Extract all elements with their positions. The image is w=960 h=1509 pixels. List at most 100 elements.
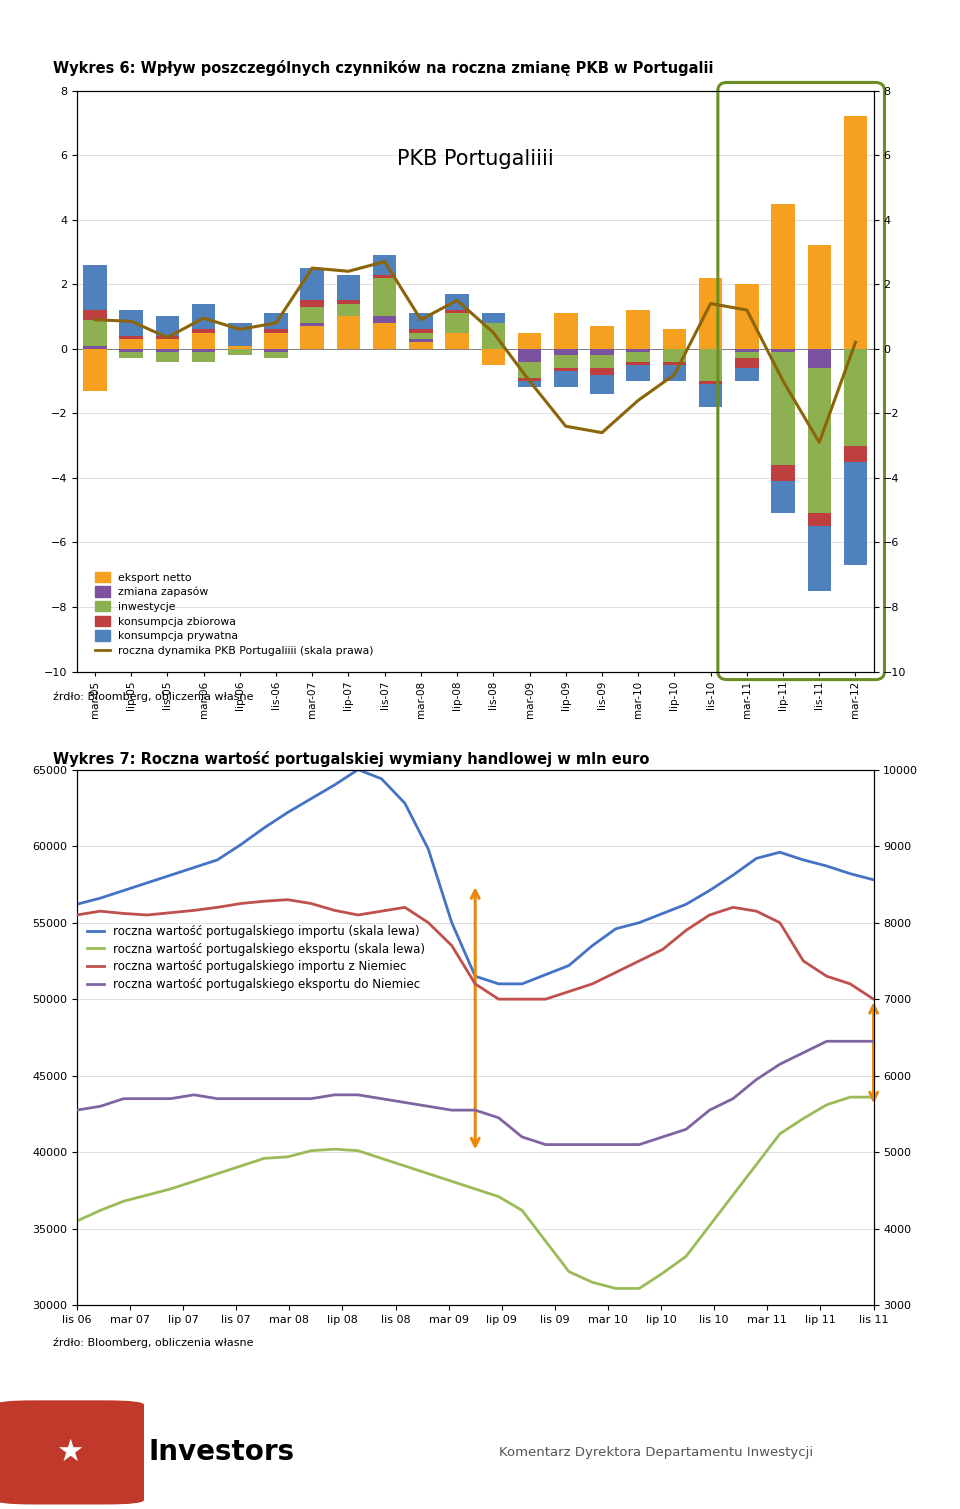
Bar [119,349,143,352]
Bar [590,368,613,374]
Bar [264,329,288,332]
Bar [300,306,324,323]
Bar [771,481,795,513]
Bar [119,340,143,349]
Bar [445,294,468,309]
Bar [735,352,758,359]
Bar [264,349,288,352]
FancyBboxPatch shape [0,1400,144,1504]
Legend: eksport netto, zmiana zapasów, inwestycje, konsumpcja zbiorowa, konsumpcja prywa: eksport netto, zmiana zapasów, inwestycj… [90,567,378,661]
Bar [300,323,324,326]
Bar [300,326,324,349]
Bar [372,275,396,278]
Bar [554,349,578,355]
Bar [228,346,252,349]
Bar [771,204,795,349]
Bar [517,362,541,377]
Bar [844,116,867,349]
Bar [554,314,578,349]
Bar [517,377,541,382]
Bar [517,349,541,362]
Bar [84,349,107,391]
Bar [844,349,867,445]
Bar [482,349,505,365]
Text: Wykres 6: Wpływ poszczególnych czynników na roczna zmianę PKB w Portugalii: Wykres 6: Wpływ poszczególnych czynników… [53,60,713,77]
Bar [264,352,288,359]
Bar [119,337,143,340]
Bar [554,371,578,388]
Bar [409,329,433,332]
Bar [590,374,613,394]
Bar [554,368,578,371]
Bar [590,355,613,368]
Bar [84,309,107,320]
Bar [192,352,215,362]
Bar [627,309,650,349]
Bar [699,278,722,349]
Bar [156,337,180,340]
Text: źrdło: Bloomberg, obliczenia własne: źrdło: Bloomberg, obliczenia własne [53,691,253,702]
Bar [554,355,578,368]
Bar [844,445,867,462]
Bar [372,278,396,317]
Legend: roczna wartość portugalskiego importu (skala lewa), roczna wartość portugalskieg: roczna wartość portugalskiego importu (s… [83,920,430,996]
Text: ★: ★ [57,1438,84,1467]
Bar [662,329,686,349]
Bar [445,309,468,314]
Bar [807,513,831,527]
Bar [590,349,613,355]
Bar [119,352,143,359]
Bar [517,382,541,388]
Bar [192,349,215,352]
Bar [445,332,468,349]
Bar [192,329,215,332]
Bar [156,349,180,352]
Bar [409,314,433,329]
Bar [627,365,650,380]
Bar [482,323,505,349]
Bar [735,368,758,380]
Bar [662,365,686,380]
Bar [627,349,650,352]
Bar [699,382,722,385]
Bar [771,349,795,352]
Bar [699,385,722,407]
Bar [156,317,180,337]
Bar [84,320,107,346]
Bar [300,300,324,306]
Bar [662,362,686,365]
Bar [409,340,433,343]
Bar [84,266,107,309]
Bar [337,317,360,349]
Bar [156,352,180,362]
Bar [372,255,396,275]
Bar [771,352,795,465]
Bar [264,332,288,349]
Text: Komentarz Dyrektora Departamentu Inwestycji: Komentarz Dyrektora Departamentu Inwesty… [499,1446,813,1459]
Bar [590,326,613,349]
Bar [409,332,433,340]
Bar [807,349,831,368]
Bar [807,246,831,349]
Bar [482,314,505,323]
Text: Investors: Investors [149,1438,295,1467]
Bar [119,309,143,337]
Bar [228,349,252,355]
Bar [372,317,396,323]
Text: Wykres 7: Roczna wartość portugalskiej wymiany handlowej w mln euro: Wykres 7: Roczna wartość portugalskiej w… [53,751,649,768]
Bar [372,323,396,349]
Bar [409,343,433,349]
Bar [337,275,360,300]
Bar [699,349,722,382]
Text: PKB Portugaliiii: PKB Portugaliiii [396,149,554,169]
Bar [844,462,867,564]
Bar [84,346,107,349]
Text: źrdło: Bloomberg, obliczenia własne: źrdło: Bloomberg, obliczenia własne [53,1337,253,1348]
Bar [627,362,650,365]
Bar [445,314,468,332]
Bar [807,527,831,592]
Bar [771,465,795,481]
Bar [807,368,831,513]
Bar [192,332,215,349]
Bar [627,352,650,362]
